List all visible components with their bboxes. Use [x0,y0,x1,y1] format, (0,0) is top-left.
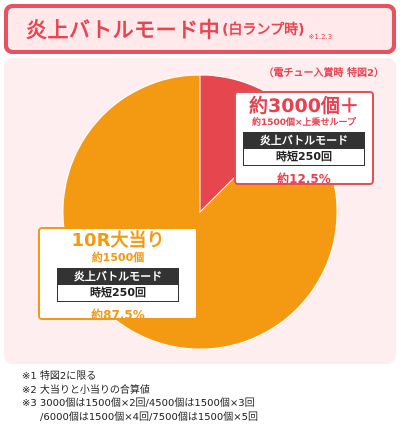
slice-label-10r: 10R大当り 約1500個 炎上バトルモード 時短250回 約87.5% [38,227,198,322]
footnote-3-cont: /6000個は1500個×4回/7500個は1500個×5回 [40,411,259,423]
slice-rush-mode-box: 炎上バトルモード 時短250回 [243,132,365,166]
slice-rush-title: 約3000個＋ [249,95,359,117]
slice-10r-sublabel: 約1500個 [91,251,145,264]
slice-label-rush: 約3000個＋ 約1500個×上乗せループ 炎上バトルモード 時短250回 約1… [234,91,374,186]
footnotes: ※1 特図2に限る ※2 大当りと小当りの合算値 ※3 3000個は1500個×… [22,370,258,424]
slice-10r-time: 時短250回 [58,285,178,301]
slice-10r-mode-box: 炎上バトルモード 時短250回 [57,268,179,302]
panel-note: （電チュー入賞時 特図2） [263,68,384,79]
slice-rush-percent: 約12.5% [277,172,331,186]
slice-rush-time: 時短250回 [244,149,364,165]
slice-10r-mode: 炎上バトルモード [58,269,178,285]
slice-rush-mode: 炎上バトルモード [244,133,364,149]
slice-10r-percent: 約87.5% [91,308,145,322]
header-inner: 炎上バトルモード中 (白ランプ時) ※1.2.3 [8,8,392,50]
footnote-3: ※3 3000個は1500個×2回/4500個は1500個×3回 [22,398,255,409]
header-banner: 炎上バトルモード中 (白ランプ時) ※1.2.3 [4,4,396,54]
page-title: 炎上バトルモード中 [26,18,221,42]
slice-rush-sublabel: 約1500個×上乗せループ [251,118,357,128]
footnote-1: ※1 特図2に限る [22,371,97,382]
slice-10r-title: 10R大当り [71,230,165,251]
footnote-2: ※2 大当りと小当りの合算値 [22,384,150,396]
page-subtitle: (白ランプ時) [222,22,305,38]
header-note: ※1.2.3 [308,33,333,41]
